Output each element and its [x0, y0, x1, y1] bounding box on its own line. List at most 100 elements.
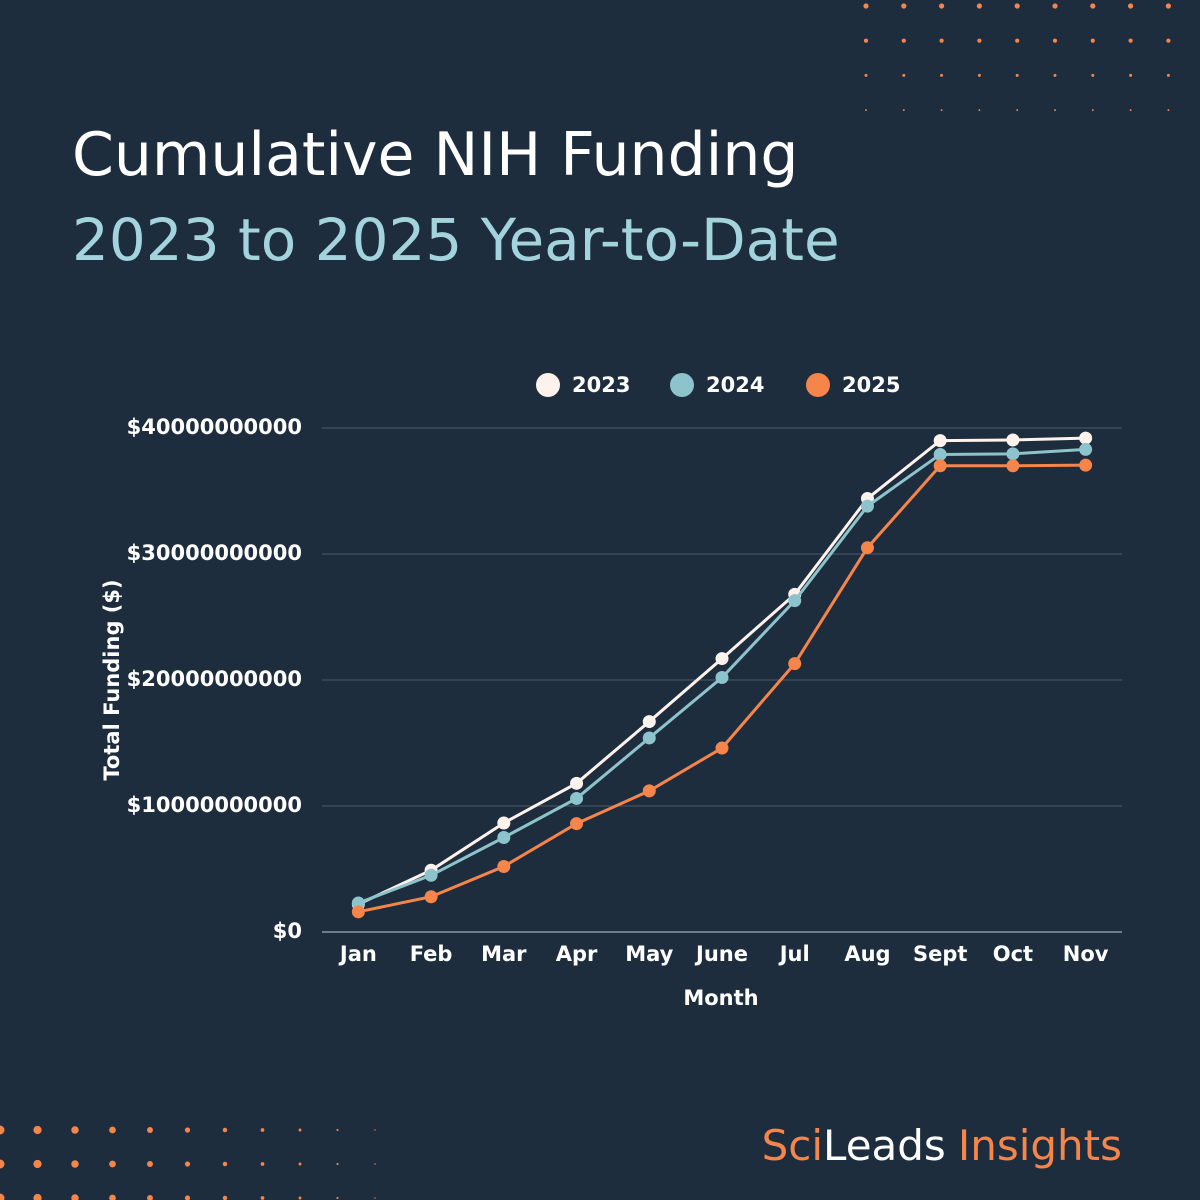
decor-dot	[71, 1126, 79, 1134]
decor-dot	[1167, 109, 1170, 112]
decor-dot	[1090, 38, 1095, 43]
data-point	[933, 459, 947, 473]
decor-dot	[109, 1126, 116, 1134]
decor-dot	[902, 73, 906, 77]
data-point	[933, 434, 947, 448]
x-tick-label: Feb	[410, 942, 453, 966]
decor-dot	[71, 1194, 79, 1200]
decor-dot	[1128, 38, 1133, 43]
decor-dot	[939, 3, 945, 9]
legend-label: 2024	[706, 373, 764, 397]
decor-dot	[222, 1127, 228, 1133]
decor-dot	[1165, 3, 1171, 9]
decor-dot	[1054, 109, 1056, 112]
decor-dot	[978, 109, 981, 112]
data-point	[570, 776, 584, 790]
decor-dot	[0, 1159, 5, 1169]
decor-dot	[71, 1160, 79, 1168]
decor-dot	[260, 1162, 265, 1166]
data-point	[497, 859, 511, 873]
data-point	[1006, 459, 1020, 473]
data-point	[860, 541, 874, 555]
legend-label: 2023	[572, 373, 630, 397]
data-point	[788, 594, 802, 608]
decor-dot	[374, 1129, 376, 1131]
brand-part: Leads	[823, 1121, 946, 1170]
x-tick-label: Jul	[778, 942, 810, 966]
decor-dot	[1128, 3, 1134, 9]
decor-dot	[863, 38, 869, 43]
data-point	[715, 741, 729, 755]
y-tick-label: $40000000000	[127, 415, 302, 439]
x-tick-label: Sept	[913, 942, 967, 966]
brand-part: Insights	[958, 1121, 1122, 1170]
decor-dot	[1015, 73, 1019, 77]
decor-dot	[902, 109, 905, 112]
decor-dot	[147, 1127, 153, 1133]
decor-dot	[298, 1196, 302, 1200]
data-point	[788, 657, 802, 671]
data-point	[1079, 431, 1093, 445]
x-tick-label: Aug	[844, 942, 890, 966]
legend-marker	[670, 373, 694, 397]
decor-dot	[33, 1125, 42, 1135]
data-point	[570, 791, 584, 805]
x-tick-label: Nov	[1063, 942, 1109, 966]
data-point	[424, 890, 438, 904]
decor-dot	[260, 1128, 265, 1132]
data-point	[497, 831, 511, 844]
x-tick-label: May	[625, 942, 673, 966]
decor-dot	[940, 73, 944, 77]
decor-dot	[1129, 73, 1133, 77]
decor-dot	[1091, 73, 1095, 77]
decor-dot	[147, 1161, 153, 1167]
decor-dot	[1166, 38, 1171, 43]
legend-label: 2025	[842, 373, 900, 397]
data-point	[642, 731, 656, 745]
decor-dot	[1129, 109, 1132, 112]
chart-subtitle: 2023 to 2025 Year-to-Date	[72, 206, 840, 274]
decor-dot	[109, 1160, 116, 1168]
decor-dot	[222, 1161, 228, 1167]
data-point	[1079, 442, 1093, 456]
data-point	[1006, 433, 1020, 447]
decor-dot	[298, 1162, 302, 1166]
decor-dot	[336, 1162, 339, 1166]
decor-dot	[864, 73, 868, 77]
decor-dot	[977, 38, 982, 43]
decor-dot	[939, 38, 944, 43]
data-point	[351, 905, 365, 919]
decor-dot	[33, 1159, 42, 1169]
data-point	[642, 715, 656, 729]
data-point	[715, 670, 729, 684]
decor-dot	[1016, 109, 1019, 112]
data-point	[1006, 447, 1020, 461]
decor-dot	[336, 1196, 339, 1200]
decor-dot	[374, 1163, 376, 1165]
data-point	[860, 499, 874, 513]
decor-dot	[863, 3, 869, 9]
decor-dot	[184, 1127, 191, 1133]
decor-dot	[1052, 3, 1058, 9]
decor-dot	[1014, 3, 1020, 9]
decor-dot	[1052, 38, 1058, 43]
decor-dot	[109, 1194, 116, 1200]
plot: Month Total Funding ($) $0 $10000000000 $2…	[100, 373, 1122, 1010]
data-point	[424, 868, 438, 882]
data-point	[1079, 458, 1093, 472]
y-tick-label: $0	[273, 919, 302, 943]
x-tick-label: June	[694, 942, 748, 966]
y-axis-label: Total Funding ($)	[100, 579, 124, 780]
data-point	[570, 817, 584, 831]
y-tick-label: $20000000000	[127, 667, 302, 691]
legend-marker	[536, 373, 560, 397]
x-tick-label: Jan	[338, 942, 377, 966]
decor-dot	[1091, 109, 1094, 112]
decor-dot	[184, 1161, 191, 1167]
x-tick-label: Oct	[993, 942, 1033, 966]
x-tick-label: Apr	[556, 942, 598, 966]
decor-dot	[901, 3, 907, 9]
decor-dot	[0, 1193, 5, 1200]
